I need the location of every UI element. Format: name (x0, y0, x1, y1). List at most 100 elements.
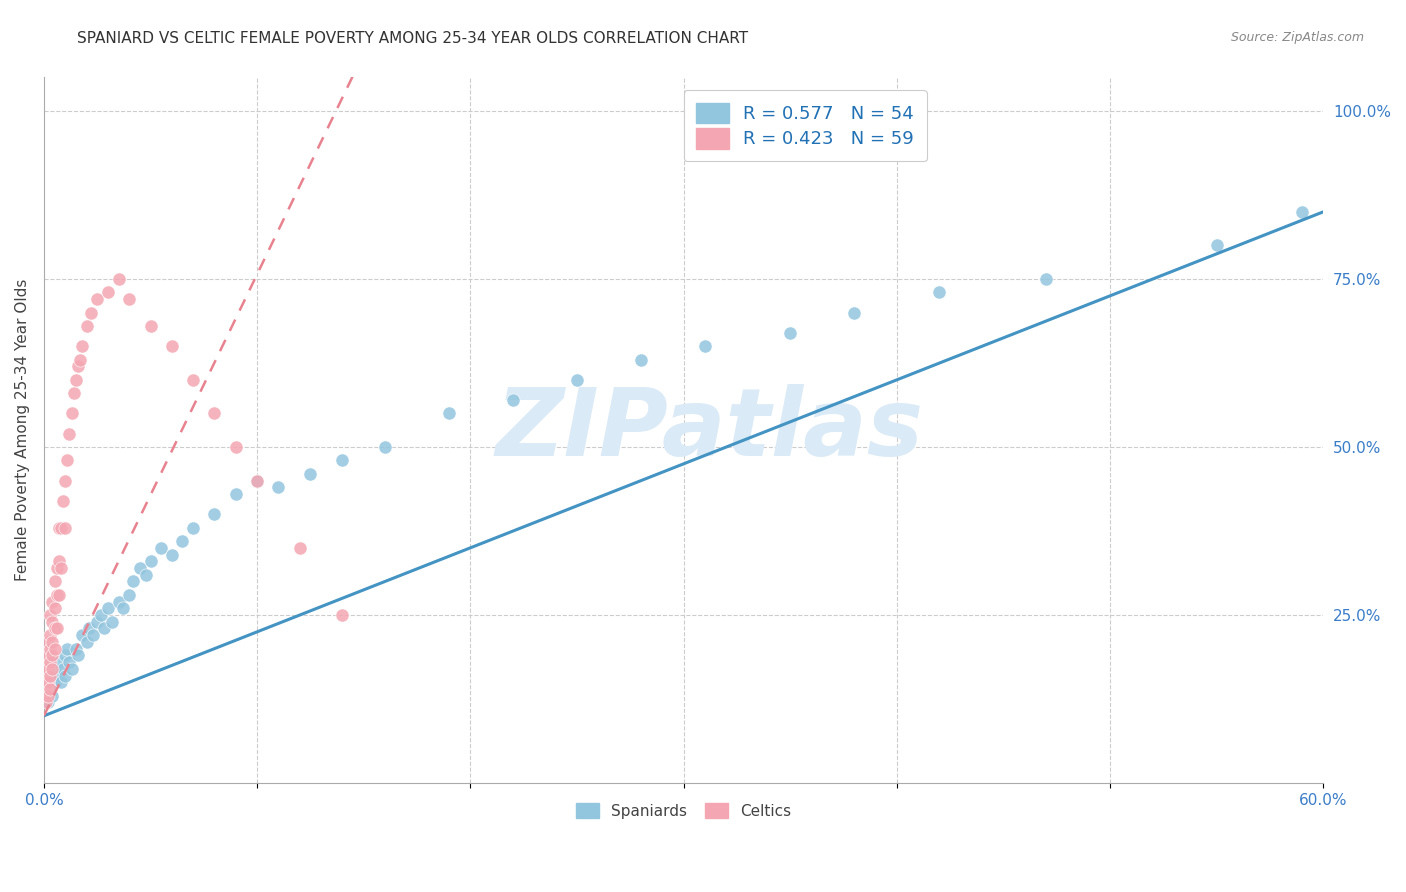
Point (65, 373, 87, 387)
Point (39, 641, 62, 656)
Point (101, 615, 124, 629)
Point (45, 622, 67, 636)
Point (39, 668, 62, 682)
Point (160, 548, 183, 562)
Point (44, 601, 66, 615)
Point (80, 305, 103, 319)
Point (1035, 272, 1057, 286)
Point (45, 668, 67, 682)
Point (76, 635, 98, 649)
Point (72, 339, 94, 353)
Point (37, 689, 59, 703)
Point (53, 474, 76, 488)
Point (97, 601, 120, 615)
Point (437, 406, 460, 420)
Point (32, 675, 55, 690)
Point (37, 662, 59, 676)
Point (44, 622, 66, 636)
Point (37, 635, 59, 649)
Point (44, 662, 66, 676)
Point (44, 675, 66, 690)
Point (48, 554, 70, 568)
Point (160, 339, 183, 353)
Point (39, 681, 62, 696)
Point (90, 608, 112, 623)
Point (86, 615, 108, 629)
Point (66, 648, 89, 663)
Point (225, 440, 247, 454)
Point (35, 668, 58, 682)
Point (107, 594, 129, 608)
Point (118, 292, 141, 306)
Point (60, 662, 83, 676)
Legend: Spaniards, Celtics: Spaniards, Celtics (569, 797, 797, 825)
Point (181, 373, 204, 387)
Point (37, 695, 59, 709)
Point (56, 641, 79, 656)
Point (172, 534, 194, 549)
Point (332, 608, 354, 623)
Point (41, 662, 63, 676)
Point (45, 561, 67, 575)
Point (66, 359, 89, 374)
Point (48, 655, 70, 669)
Point (693, 339, 716, 353)
Point (128, 561, 150, 575)
Point (60, 406, 83, 420)
Point (49, 675, 72, 690)
Point (35, 681, 58, 696)
Point (41, 635, 63, 649)
Point (374, 440, 396, 454)
Point (58, 426, 80, 441)
Y-axis label: Female Poverty Among 25-34 Year Olds: Female Poverty Among 25-34 Year Olds (15, 279, 30, 582)
Point (65, 641, 87, 656)
Point (1291, 204, 1313, 219)
Point (86, 292, 108, 306)
Point (135, 567, 157, 582)
Point (299, 467, 322, 481)
Point (41, 594, 63, 608)
Point (53, 648, 76, 663)
Point (107, 272, 129, 286)
Point (928, 285, 950, 300)
Point (49, 521, 72, 535)
Point (32, 689, 55, 703)
Point (41, 615, 63, 629)
Point (48, 521, 70, 535)
Text: Source: ZipAtlas.com: Source: ZipAtlas.com (1230, 31, 1364, 45)
Point (44, 574, 66, 589)
Point (225, 487, 247, 501)
Point (267, 480, 290, 494)
Point (118, 588, 141, 602)
Point (37, 675, 59, 690)
Point (72, 628, 94, 642)
Point (1205, 238, 1227, 252)
Point (204, 508, 226, 522)
Point (111, 601, 134, 615)
Point (58, 655, 80, 669)
Point (204, 406, 226, 420)
Point (41, 689, 63, 703)
Point (62, 386, 84, 401)
Point (82, 628, 104, 642)
Point (502, 392, 524, 407)
Point (844, 305, 866, 319)
Point (39, 628, 62, 642)
Point (181, 521, 204, 535)
Point (246, 474, 269, 488)
Point (37, 648, 59, 663)
Point (39, 655, 62, 669)
Point (332, 453, 354, 467)
Point (39, 608, 62, 623)
Point (246, 474, 269, 488)
Point (41, 648, 63, 663)
Point (52, 493, 75, 508)
Point (139, 554, 162, 568)
Point (56, 453, 79, 467)
Point (69, 352, 91, 367)
Point (48, 588, 70, 602)
Point (52, 662, 75, 676)
Point (35, 695, 58, 709)
Point (35, 655, 58, 669)
Text: ZIPatlas: ZIPatlas (495, 384, 924, 476)
